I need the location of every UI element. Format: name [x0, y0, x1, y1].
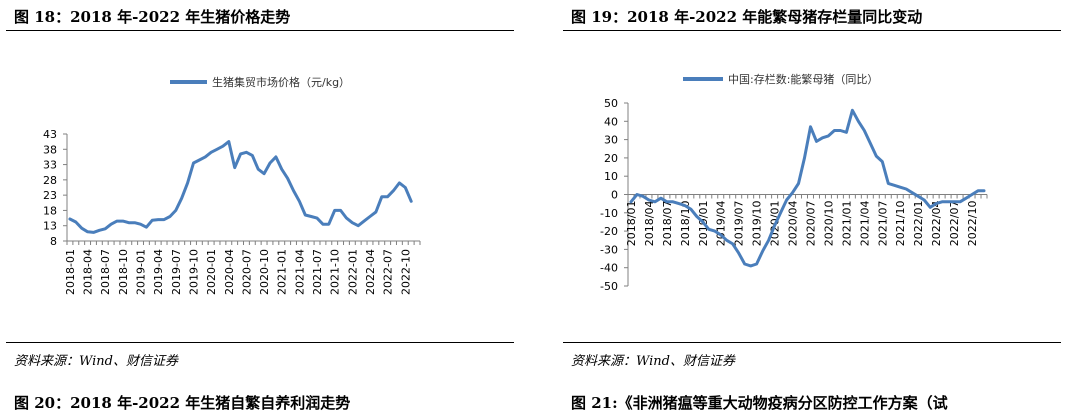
x-tick-label: 2018/10: [679, 201, 692, 247]
x-tick-label: 2022/07: [948, 201, 961, 247]
x-tick-label: 2018-10: [117, 249, 130, 295]
sow-inventory-line-chart: 中国:存栏数:能繁母猪（同比） -50 -40 -30 -20 -10 0 10 20 30 40 5…: [600, 72, 988, 293]
right-panel: 图 19：2018 年-2022 年能繁母猪存栏量同比变动 中国:存栏数:能繁母…: [557, 0, 1066, 417]
y-tick-label: 18: [43, 204, 57, 217]
y-tick-label: -20: [600, 225, 618, 238]
y-tick-label: 13: [43, 220, 57, 233]
x-tick-label: 2019-07: [170, 249, 183, 295]
series-line: [68, 140, 413, 234]
x-tick-label: 2021/10: [894, 201, 907, 247]
x-tick-label: 2020-04: [223, 249, 236, 295]
y-tick-label: 8: [50, 235, 57, 248]
title-rule: [563, 30, 1061, 31]
title-rule: [6, 30, 514, 31]
x-tick-label: 2022-07: [382, 249, 395, 295]
x-tick-label: 2019/10: [751, 201, 764, 247]
x-tick-label: 2020-01: [205, 249, 218, 295]
legend-label: 中国:存栏数:能繁母猪（同比）: [728, 72, 878, 86]
y-tick-label: 23: [43, 189, 57, 202]
y-tick-label: 0: [611, 189, 618, 202]
x-tick-label: 2022-04: [364, 249, 377, 295]
x-tick-label: 2022-10: [399, 249, 412, 295]
left-panel: 图 18：2018 年-2022 年生猪价格走势 生猪集贸市场价格（元/kg） 8…: [0, 0, 520, 417]
x-tick-label: 2020-10: [258, 249, 271, 295]
x-tick-label: 2020/04: [787, 201, 800, 247]
y-tick-label: 40: [604, 115, 618, 128]
y-tick-label: 10: [604, 170, 618, 183]
x-tick-label: 2021-01: [276, 249, 289, 295]
y-tick-label: -40: [600, 262, 618, 275]
y-tick-label: 43: [43, 128, 57, 141]
y-tick-label: 33: [43, 159, 57, 172]
chart-title: 图 19：2018 年-2022 年能繁母猪存栏量同比变动: [571, 8, 923, 26]
series-line: [629, 108, 986, 268]
source-note: 资料来源：Wind、财信证券: [571, 354, 735, 369]
x-tick-label: 2022-01: [346, 249, 359, 295]
x-tick-label: 2018-04: [82, 249, 95, 295]
next-figure-title: 图 20：2018 年-2022 年生猪自繁自养利润走势: [14, 394, 351, 412]
source-rule: [563, 342, 1061, 343]
x-tick-label: 2020/10: [822, 201, 835, 247]
x-tick-label: 2018-01: [64, 249, 77, 295]
x-tick-label: 2021-10: [329, 249, 342, 295]
y-tick-label: 28: [43, 174, 57, 187]
y-tick-label: 50: [604, 97, 618, 110]
y-tick-label: 38: [43, 143, 57, 156]
chart-title: 图 18：2018 年-2022 年生猪价格走势: [14, 8, 291, 26]
x-tick-label: 2018/04: [643, 201, 656, 247]
y-tick-label: 20: [604, 152, 618, 165]
x-tick-label: 2018-07: [99, 249, 112, 295]
x-tick-label: 2019/07: [733, 201, 746, 247]
x-tick-label: 2020-07: [240, 249, 253, 295]
x-tick-label: 2021-04: [293, 249, 306, 295]
x-tick-label: 2019-01: [135, 249, 148, 295]
price-line-chart: 生猪集贸市场价格（元/kg） 8 13 18 23 28 33 38 43 2018-01 2018…: [43, 75, 421, 295]
x-tick-label: 2018/07: [661, 201, 674, 247]
y-tick-label: 30: [604, 134, 618, 147]
x-tick-label: 2022/10: [966, 201, 979, 247]
x-tick-label: 2019-04: [152, 249, 165, 295]
x-tick-label: 2020/07: [804, 201, 817, 247]
y-tick-label: -50: [600, 280, 618, 293]
y-tick-label: -30: [600, 243, 618, 256]
x-tick-label: 2022/01: [912, 201, 925, 247]
source-rule: [6, 342, 514, 343]
x-tick-label: 2021/07: [876, 201, 889, 247]
x-tick-label: 2021/04: [858, 201, 871, 247]
next-figure-title: 图 21:《非洲猪瘟等重大动物疫病分区防控工作方案（试: [571, 394, 948, 412]
legend-label: 生猪集贸市场价格（元/kg）: [212, 75, 350, 89]
x-tick-label: 2022/04: [930, 201, 943, 247]
x-tick-label: 2021-07: [311, 249, 324, 295]
y-tick-label: -10: [600, 207, 618, 220]
x-tick-label: 2018/01: [625, 201, 638, 247]
x-tick-label: 2019-10: [187, 249, 200, 295]
x-tick-label: 2021/01: [840, 201, 853, 247]
source-note: 资料来源：Wind、财信证券: [14, 354, 178, 369]
